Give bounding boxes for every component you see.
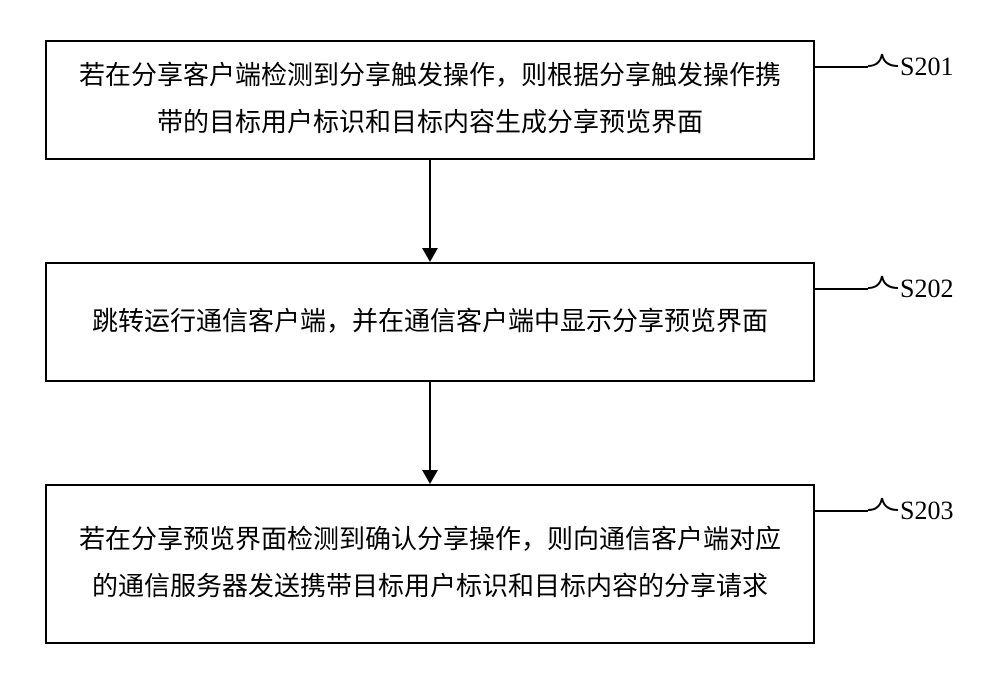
flow-node-s201: 若在分享客户端检测到分享触发操作，则根据分享触发操作携带的目标用户标识和目标内容… bbox=[45, 40, 815, 160]
arrowhead-icon bbox=[422, 248, 438, 262]
callout-curve-icon bbox=[868, 272, 898, 312]
step-label-s203: S203 bbox=[900, 496, 953, 526]
arrowhead-icon bbox=[422, 470, 438, 484]
flow-node-s203: 若在分享预览界面检测到确认分享操作，则向通信客户端对应的通信服务器发送携带目标用… bbox=[45, 484, 815, 644]
step-label-s202: S202 bbox=[900, 274, 953, 304]
callout-line bbox=[815, 510, 868, 512]
flow-arrow bbox=[429, 382, 431, 470]
step-label-text: S202 bbox=[900, 274, 953, 303]
callout-curve-icon bbox=[868, 50, 898, 90]
callout-line bbox=[815, 66, 868, 68]
step-label-text: S201 bbox=[900, 52, 953, 81]
callout-line bbox=[815, 288, 868, 290]
flow-node-text: 若在分享客户端检测到分享触发操作，则根据分享触发操作携带的目标用户标识和目标内容… bbox=[67, 53, 793, 147]
flow-node-s202: 跳转运行通信客户端，并在通信客户端中显示分享预览界面 bbox=[45, 262, 815, 382]
step-label-text: S203 bbox=[900, 496, 953, 525]
flow-node-text: 若在分享预览界面检测到确认分享操作，则向通信客户端对应的通信服务器发送携带目标用… bbox=[67, 517, 793, 611]
flow-arrow bbox=[429, 160, 431, 248]
flowchart-canvas: 若在分享客户端检测到分享触发操作，则根据分享触发操作携带的目标用户标识和目标内容… bbox=[0, 0, 1000, 696]
step-label-s201: S201 bbox=[900, 52, 953, 82]
flow-node-text: 跳转运行通信客户端，并在通信客户端中显示分享预览界面 bbox=[92, 299, 768, 346]
callout-curve-icon bbox=[868, 494, 898, 534]
